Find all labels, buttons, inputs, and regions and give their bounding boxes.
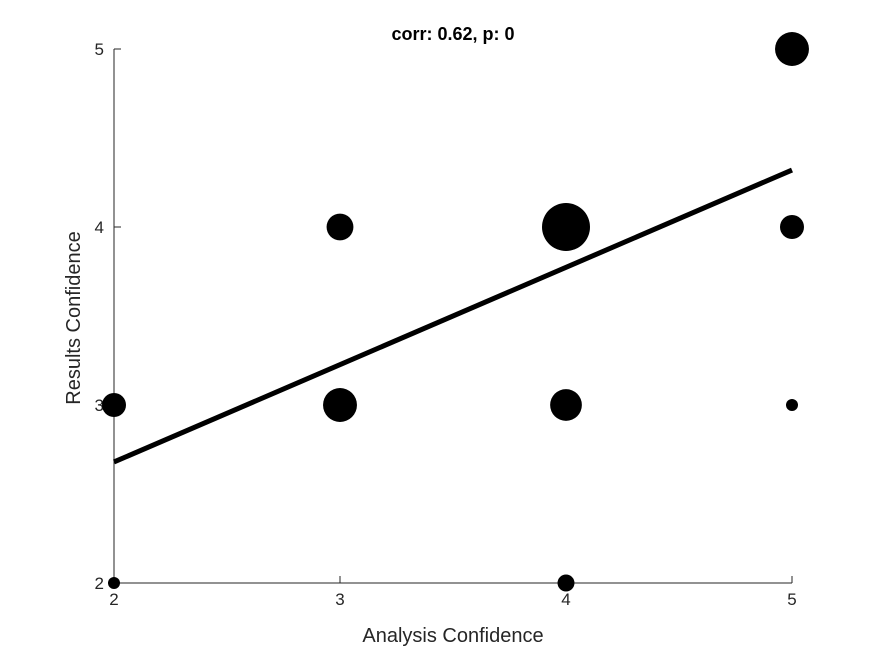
y-tick-label: 5 bbox=[95, 40, 104, 59]
data-point bbox=[102, 393, 126, 417]
x-tick-label: 2 bbox=[109, 590, 118, 609]
y-axis-label: Results Confidence bbox=[63, 231, 85, 404]
data-point bbox=[542, 203, 590, 251]
data-point bbox=[775, 32, 809, 66]
data-point bbox=[326, 213, 354, 241]
y-tick-label: 2 bbox=[95, 574, 104, 593]
data-point bbox=[323, 388, 357, 422]
axes: 2 3 4 5 2 3 4 5 bbox=[95, 40, 797, 609]
data-point bbox=[786, 399, 798, 411]
x-tick-label: 5 bbox=[787, 590, 796, 609]
data-point bbox=[780, 215, 804, 239]
x-tick-label: 4 bbox=[561, 590, 570, 609]
chart-title: corr: 0.62, p: 0 bbox=[391, 24, 514, 44]
x-tick-label: 3 bbox=[335, 590, 344, 609]
y-tick-label: 4 bbox=[95, 218, 104, 237]
fit-line bbox=[113, 167, 793, 465]
y-tick-label: 3 bbox=[95, 396, 104, 415]
fit-line-group bbox=[113, 167, 793, 465]
data-point bbox=[557, 574, 575, 592]
data-point bbox=[108, 577, 120, 589]
data-points bbox=[102, 32, 809, 592]
x-axis-label: Analysis Confidence bbox=[362, 625, 543, 647]
data-point bbox=[550, 389, 582, 421]
